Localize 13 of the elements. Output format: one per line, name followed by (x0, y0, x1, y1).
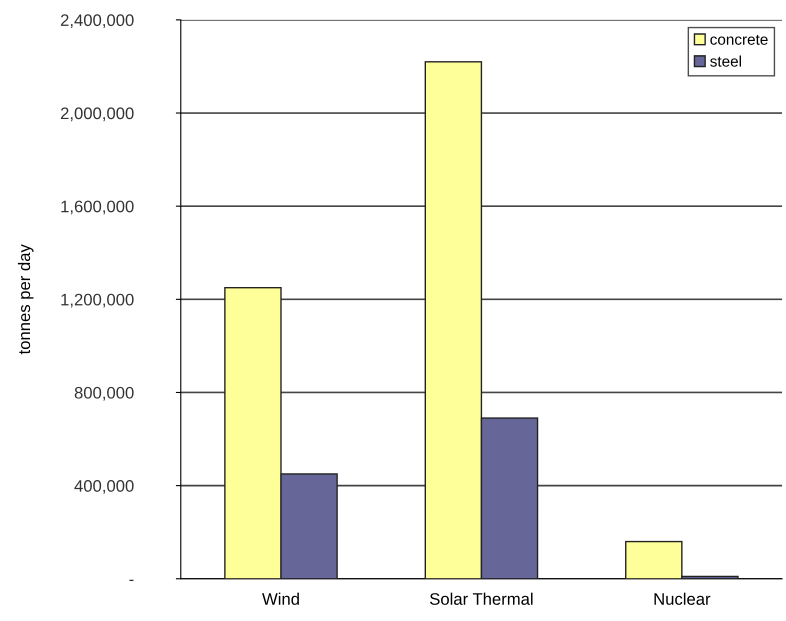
x-tick-label: Wind (262, 592, 299, 605)
legend-label: steel (710, 56, 741, 67)
y-tick-label: 1,600,000 (61, 200, 134, 214)
legend-label: concrete (710, 34, 768, 45)
y-tick-label: 800,000 (74, 386, 134, 401)
y-tick-label: 1,200,000 (61, 294, 134, 308)
y-tick-label: 2,400,000 (60, 14, 134, 28)
y-tick-label: 400,000 (74, 480, 134, 494)
x-tick-label: Nuclear (654, 592, 710, 605)
x-tick-label: Solar Thermal (430, 592, 532, 605)
y-tick-label: - (129, 580, 134, 582)
y-axis-title: tonnes per day (18, 244, 34, 354)
y-tick-label: 2,000,000 (60, 107, 134, 122)
